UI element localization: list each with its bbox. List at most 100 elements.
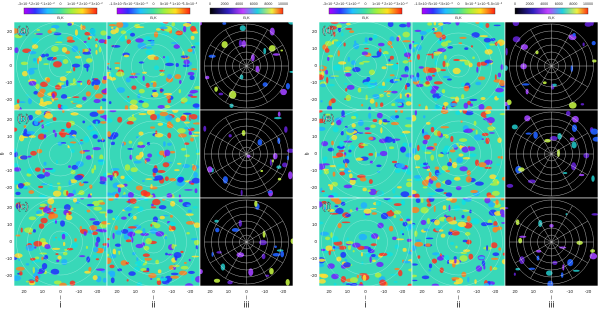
map-blob bbox=[343, 140, 353, 143]
map-blob bbox=[380, 212, 389, 220]
map-blob bbox=[412, 48, 416, 53]
map-blob bbox=[354, 40, 357, 44]
map-blob bbox=[346, 135, 350, 141]
map-blob bbox=[126, 200, 131, 203]
map-blob bbox=[140, 268, 147, 272]
map-blob bbox=[194, 188, 198, 194]
map-blob bbox=[357, 119, 364, 127]
map-blob bbox=[193, 222, 200, 228]
map-blob bbox=[382, 118, 388, 123]
map-blob bbox=[332, 64, 342, 71]
map-blob bbox=[124, 105, 129, 110]
map-blob bbox=[166, 95, 171, 100]
map-blob bbox=[430, 89, 437, 94]
map-blob bbox=[163, 149, 171, 157]
map-blob bbox=[360, 144, 369, 146]
map-blob bbox=[377, 222, 384, 229]
polar-grid bbox=[246, 241, 283, 264]
map-blob bbox=[150, 278, 153, 280]
y-tick-label: 10 bbox=[7, 46, 13, 51]
map-blob bbox=[388, 225, 394, 232]
map-blob bbox=[44, 112, 53, 119]
map-blob bbox=[14, 104, 20, 110]
map-blob bbox=[134, 230, 143, 234]
map-blob bbox=[463, 86, 470, 89]
map-blob bbox=[332, 126, 339, 133]
map-blob bbox=[177, 162, 182, 165]
map-blob bbox=[319, 273, 327, 277]
map-blob bbox=[481, 138, 485, 140]
map-blob bbox=[229, 103, 234, 108]
x-tick-label: 0 bbox=[59, 289, 62, 294]
map-blob bbox=[434, 188, 444, 192]
map-blob bbox=[433, 22, 437, 26]
map-blob bbox=[412, 190, 417, 195]
map-blob bbox=[343, 42, 346, 47]
map-blob bbox=[120, 260, 128, 266]
map-blob bbox=[430, 154, 435, 161]
polar-grid bbox=[210, 241, 247, 264]
map-blob bbox=[476, 66, 479, 73]
map-blob bbox=[17, 183, 24, 189]
map-blob bbox=[92, 275, 98, 281]
map-grid bbox=[425, 32, 492, 100]
map-blob bbox=[34, 256, 40, 260]
map-blob bbox=[40, 183, 49, 186]
map-blob bbox=[453, 282, 459, 285]
map-blob bbox=[440, 170, 445, 174]
map-blob bbox=[414, 193, 420, 198]
map-blob bbox=[53, 32, 62, 36]
map-blob bbox=[101, 89, 107, 94]
map-blob bbox=[150, 113, 158, 121]
map-blob bbox=[391, 103, 396, 107]
map-blob bbox=[499, 113, 505, 116]
map-blob bbox=[83, 40, 87, 43]
map-blob bbox=[190, 238, 199, 241]
map-blob bbox=[93, 79, 101, 86]
map-blob bbox=[459, 36, 467, 39]
polar-grid bbox=[551, 153, 588, 176]
map-blob bbox=[376, 164, 382, 168]
map-blob bbox=[37, 91, 45, 98]
map-blob bbox=[441, 165, 449, 171]
map-blob bbox=[172, 110, 179, 113]
map-blob bbox=[187, 48, 193, 53]
map-blob bbox=[27, 69, 35, 75]
map-grid bbox=[49, 54, 72, 78]
x-axis-label: l bbox=[153, 295, 154, 301]
map-blob bbox=[506, 183, 514, 188]
map-blob bbox=[27, 97, 32, 105]
colorbar-tick-label: 0 bbox=[60, 2, 62, 6]
map-blob bbox=[372, 94, 380, 98]
map-blob bbox=[331, 273, 339, 280]
map-blob bbox=[263, 47, 267, 55]
polar-grid bbox=[530, 205, 552, 243]
map-blob bbox=[156, 279, 162, 286]
map-blob bbox=[434, 219, 440, 226]
map-blob bbox=[425, 105, 428, 110]
map-blob bbox=[48, 204, 52, 209]
map-blob bbox=[408, 223, 412, 230]
polar-grid bbox=[246, 117, 268, 155]
colorbar-tick-label: 8000 bbox=[569, 2, 577, 6]
map-blob bbox=[228, 134, 232, 138]
map-blob bbox=[327, 263, 335, 269]
map-blob bbox=[499, 209, 505, 216]
map-blob bbox=[506, 99, 512, 106]
map-blob bbox=[97, 199, 104, 203]
map-blob bbox=[421, 145, 426, 151]
map-blob bbox=[93, 84, 100, 90]
map-blob bbox=[400, 230, 404, 235]
map-blob bbox=[127, 147, 134, 150]
map-blob bbox=[338, 149, 345, 152]
map-blob bbox=[152, 216, 158, 223]
map-grid bbox=[142, 142, 165, 166]
map-blob bbox=[528, 267, 536, 270]
map-blob bbox=[445, 135, 449, 139]
map-blob bbox=[115, 193, 119, 198]
map-blob bbox=[126, 121, 134, 125]
x-tick-label: 20 bbox=[419, 289, 425, 294]
map-blob bbox=[89, 111, 99, 117]
map-blob bbox=[167, 221, 176, 227]
map-blob bbox=[72, 198, 78, 203]
